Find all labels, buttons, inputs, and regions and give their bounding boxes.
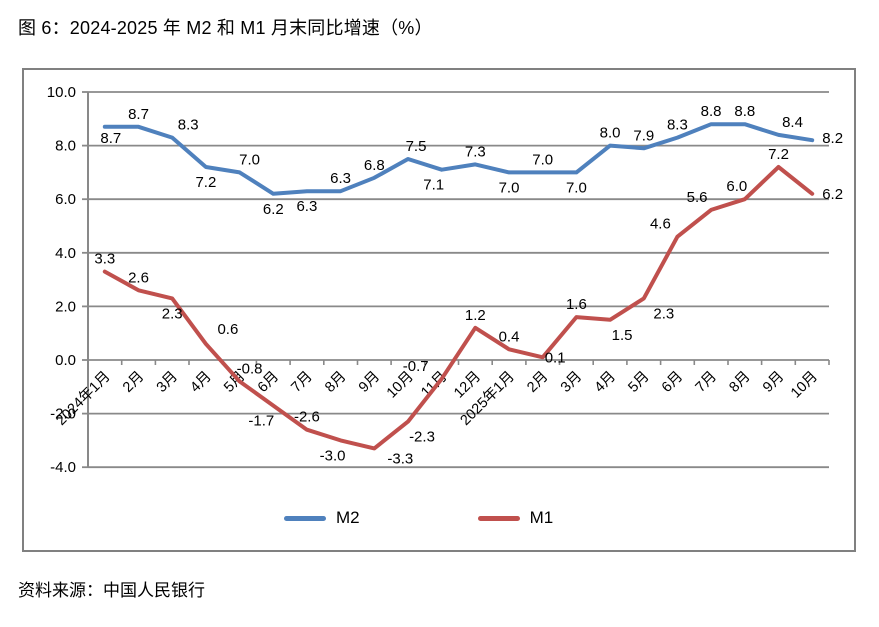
m2-data-label: 8.8 xyxy=(701,103,722,120)
m1-line-swatch xyxy=(477,515,520,521)
legend-label-m2: M2 xyxy=(336,508,360,527)
m1-data-label: 1.2 xyxy=(465,307,486,324)
m1-data-label: 0.1 xyxy=(545,349,566,366)
x-axis-label: 7月 xyxy=(288,369,315,396)
x-axis-label: 3月 xyxy=(154,369,181,396)
m1-data-label: -2.6 xyxy=(294,409,320,426)
m2-data-label: 7.0 xyxy=(532,151,553,168)
chart-legend: M2 M1 xyxy=(284,508,553,528)
y-axis-label: 2.0 xyxy=(55,298,76,315)
legend-item-m2: M2 xyxy=(284,508,360,528)
x-axis-label: 7月 xyxy=(693,369,720,396)
m2-data-label: 7.1 xyxy=(423,177,444,194)
m2-data-label: 7.2 xyxy=(195,174,216,191)
m2-data-label: 8.7 xyxy=(128,106,149,123)
m2-data-label: 7.0 xyxy=(499,179,520,196)
y-axis-label: 0.0 xyxy=(55,352,76,369)
x-axis-label: 8月 xyxy=(322,369,349,396)
m2-data-label: 8.0 xyxy=(600,125,621,142)
m2-data-label: 8.7 xyxy=(100,130,121,147)
m1-data-label: -2.3 xyxy=(409,429,435,446)
m1-data-label: -3.0 xyxy=(320,447,346,464)
y-axis-label: -2.0 xyxy=(50,406,76,423)
m2-data-label: 8.8 xyxy=(734,103,755,120)
m1-data-label: 7.2 xyxy=(768,146,789,163)
m1-data-label: -0.8 xyxy=(237,360,263,377)
m1-data-label: -0.7 xyxy=(403,358,429,375)
m1-data-label: 1.5 xyxy=(612,327,633,344)
m1-line xyxy=(102,165,815,451)
m1-data-label: 0.4 xyxy=(499,328,520,345)
x-axis-label: 3月 xyxy=(558,369,585,396)
m2-data-label: 7.0 xyxy=(566,179,587,196)
y-axis-label: -4.0 xyxy=(50,459,76,476)
m2-data-label: 6.3 xyxy=(296,198,317,215)
m2-data-label: 8.4 xyxy=(782,114,803,131)
m2-data-label: 6.2 xyxy=(263,201,284,218)
m1-data-label: 3.3 xyxy=(94,251,115,268)
x-axis-label: 8月 xyxy=(726,369,753,396)
y-axis-label: 10.0 xyxy=(47,84,76,101)
m2-data-label: 7.5 xyxy=(406,138,427,155)
m2-data-label: 8.3 xyxy=(178,117,199,134)
chart-area: 10.0 8.0 6.0 4.0 2.0 0.0 -2.0 -4.0 2024年1月 2月 3月 4月… xyxy=(22,68,856,552)
x-axis-label: 2月 xyxy=(120,369,147,396)
m2-data-label: 8.3 xyxy=(667,117,688,134)
x-axis-label: 4月 xyxy=(187,369,214,396)
m1-data-label: -1.7 xyxy=(248,413,274,430)
m2-data-label: 7.3 xyxy=(465,143,486,160)
m2-data-label: 6.8 xyxy=(364,157,385,174)
legend-item-m1: M1 xyxy=(477,508,554,528)
x-axis-label: 2月 xyxy=(524,369,551,396)
m2-data-label: 7.9 xyxy=(633,127,654,144)
m1-data-label: 4.6 xyxy=(650,216,671,233)
y-axis-label: 4.0 xyxy=(55,245,76,262)
m1-data-label: 2.6 xyxy=(128,269,149,286)
legend-label-m1: M1 xyxy=(529,508,554,527)
source-note: 资料来源：中国人民银行 xyxy=(18,581,205,600)
m2-line-swatch xyxy=(284,515,326,521)
m1-data-label: 5.6 xyxy=(687,189,708,206)
m1-data-label: -3.3 xyxy=(387,450,413,467)
x-axis-label: 4月 xyxy=(592,369,619,396)
x-axis-label: 2024年1月 xyxy=(53,368,114,429)
x-axis-label: 5月 xyxy=(625,369,652,396)
x-axis-label: 9月 xyxy=(356,369,383,396)
m1-data-label: 6.2 xyxy=(822,186,843,203)
m1-data-label: 2.3 xyxy=(162,305,183,322)
m2-data-label: 7.0 xyxy=(239,151,260,168)
m2-data-label: 6.3 xyxy=(330,170,351,187)
m1-data-label: 6.0 xyxy=(726,178,747,195)
m1-data-label: 0.6 xyxy=(217,321,238,338)
m2-data-label: 8.2 xyxy=(822,130,843,147)
m2-line xyxy=(102,122,815,196)
m1-data-label: 2.3 xyxy=(653,305,674,322)
x-axis-label: 9月 xyxy=(760,369,787,396)
y-axis-label: 8.0 xyxy=(55,138,76,155)
x-axis-label: 10月 xyxy=(788,369,821,402)
m1-data-label: 1.6 xyxy=(566,296,587,313)
x-axis-label: 6月 xyxy=(659,369,686,396)
y-axis-label: 6.0 xyxy=(55,191,76,208)
figure-title: 图 6：2024-2025 年 M2 和 M1 月末同比增速（%） xyxy=(18,18,433,38)
